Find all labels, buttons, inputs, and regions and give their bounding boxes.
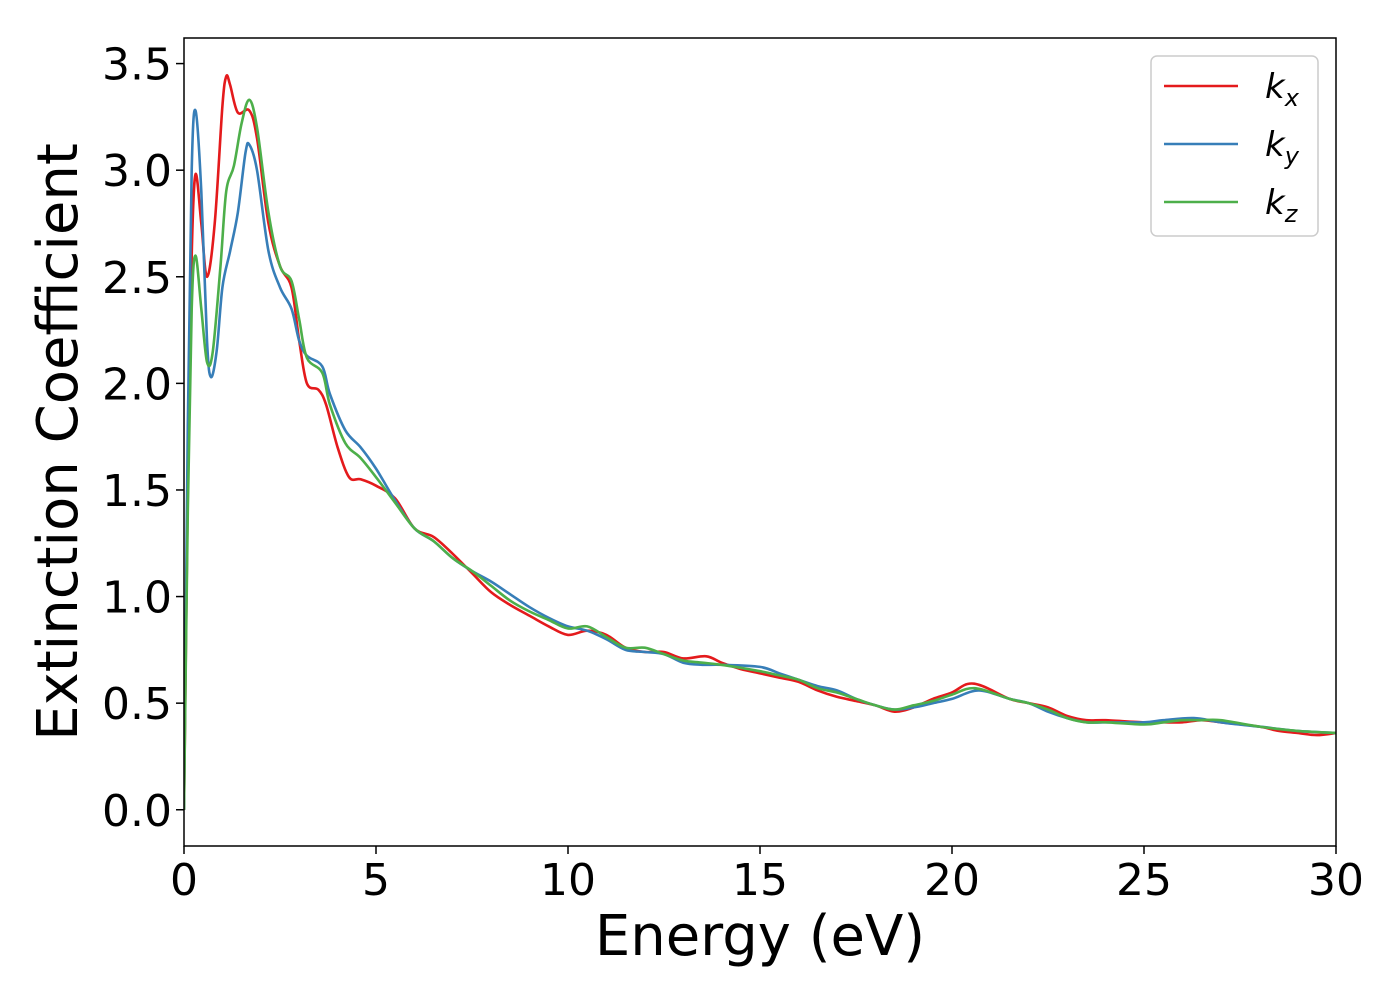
legend-label-base: k [1265, 67, 1286, 107]
legend-label-kz: kz [1265, 183, 1299, 228]
series-layer [184, 74, 1336, 810]
legend-label-ky: ky [1265, 125, 1300, 170]
series-line-kz [184, 98, 1336, 810]
y-tick-label: 0.0 [102, 786, 172, 837]
x-axis: 0 5 10 15 20 25 30 [170, 846, 1364, 906]
y-tick-label: 3.5 [102, 40, 172, 91]
x-tick-label: 15 [732, 855, 788, 906]
x-tick-label: 30 [1308, 855, 1364, 906]
legend-label-subscript: y [1284, 142, 1300, 170]
legend-label-kx: kx [1265, 67, 1300, 112]
x-tick-label: 10 [540, 855, 596, 906]
y-tick-label: 1.5 [102, 466, 172, 517]
y-tick-label: 2.0 [102, 359, 172, 410]
legend-label-base: k [1265, 183, 1286, 223]
y-tick-label: 3.0 [102, 146, 172, 197]
x-axis-title: Energy (eV) [595, 904, 925, 969]
plot-background [184, 38, 1336, 846]
y-tick-label: 0.5 [102, 679, 172, 730]
legend-box [1150, 55, 1319, 237]
x-tick-label: 20 [924, 855, 980, 906]
legend-label-subscript: x [1284, 84, 1300, 112]
y-tick-label: 1.0 [102, 573, 172, 624]
y-axis: 0.0 0.5 1.0 1.5 2.0 2.5 3.0 3.5 [102, 40, 184, 837]
x-tick-label: 5 [362, 855, 390, 906]
x-tick-label: 0 [170, 855, 198, 906]
y-axis-title: Extinction Coefficient [26, 143, 91, 741]
y-tick-label: 2.5 [102, 253, 172, 304]
x-tick-label: 25 [1116, 855, 1172, 906]
legend-label-subscript: z [1284, 200, 1299, 228]
legend-label-base: k [1265, 125, 1286, 165]
